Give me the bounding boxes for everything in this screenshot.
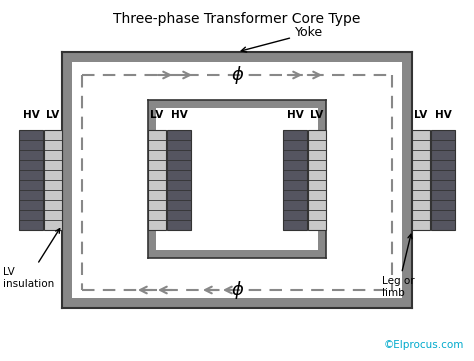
Bar [148, 250, 326, 258]
Bar [148, 130, 166, 230]
Bar [431, 130, 455, 230]
Bar [283, 130, 307, 230]
Text: HV: HV [23, 110, 39, 120]
Text: LV: LV [310, 110, 324, 120]
Bar [62, 52, 412, 62]
Text: LV: LV [150, 110, 164, 120]
Text: HV: HV [171, 110, 187, 120]
Bar [44, 130, 62, 230]
Bar [167, 130, 191, 230]
Bar [19, 130, 43, 230]
Bar [62, 298, 412, 308]
Text: Three-phase Transformer Core Type: Three-phase Transformer Core Type [113, 12, 361, 26]
Bar [412, 130, 430, 230]
Bar [308, 130, 326, 230]
Bar [62, 52, 72, 308]
Bar [318, 100, 326, 258]
Text: Leg or
limb: Leg or limb [382, 234, 415, 298]
Text: ϕ: ϕ [231, 66, 243, 84]
Text: HV: HV [435, 110, 451, 120]
Text: LV: LV [46, 110, 60, 120]
Text: LV: LV [414, 110, 428, 120]
Text: ϕ: ϕ [231, 281, 243, 299]
Bar [148, 100, 156, 258]
Text: HV: HV [287, 110, 303, 120]
Bar [148, 100, 326, 108]
Bar [402, 52, 412, 308]
Text: Yoke: Yoke [241, 26, 323, 52]
Text: LV
insulation: LV insulation [3, 229, 60, 289]
Text: ©Elprocus.com: ©Elprocus.com [383, 340, 464, 350]
